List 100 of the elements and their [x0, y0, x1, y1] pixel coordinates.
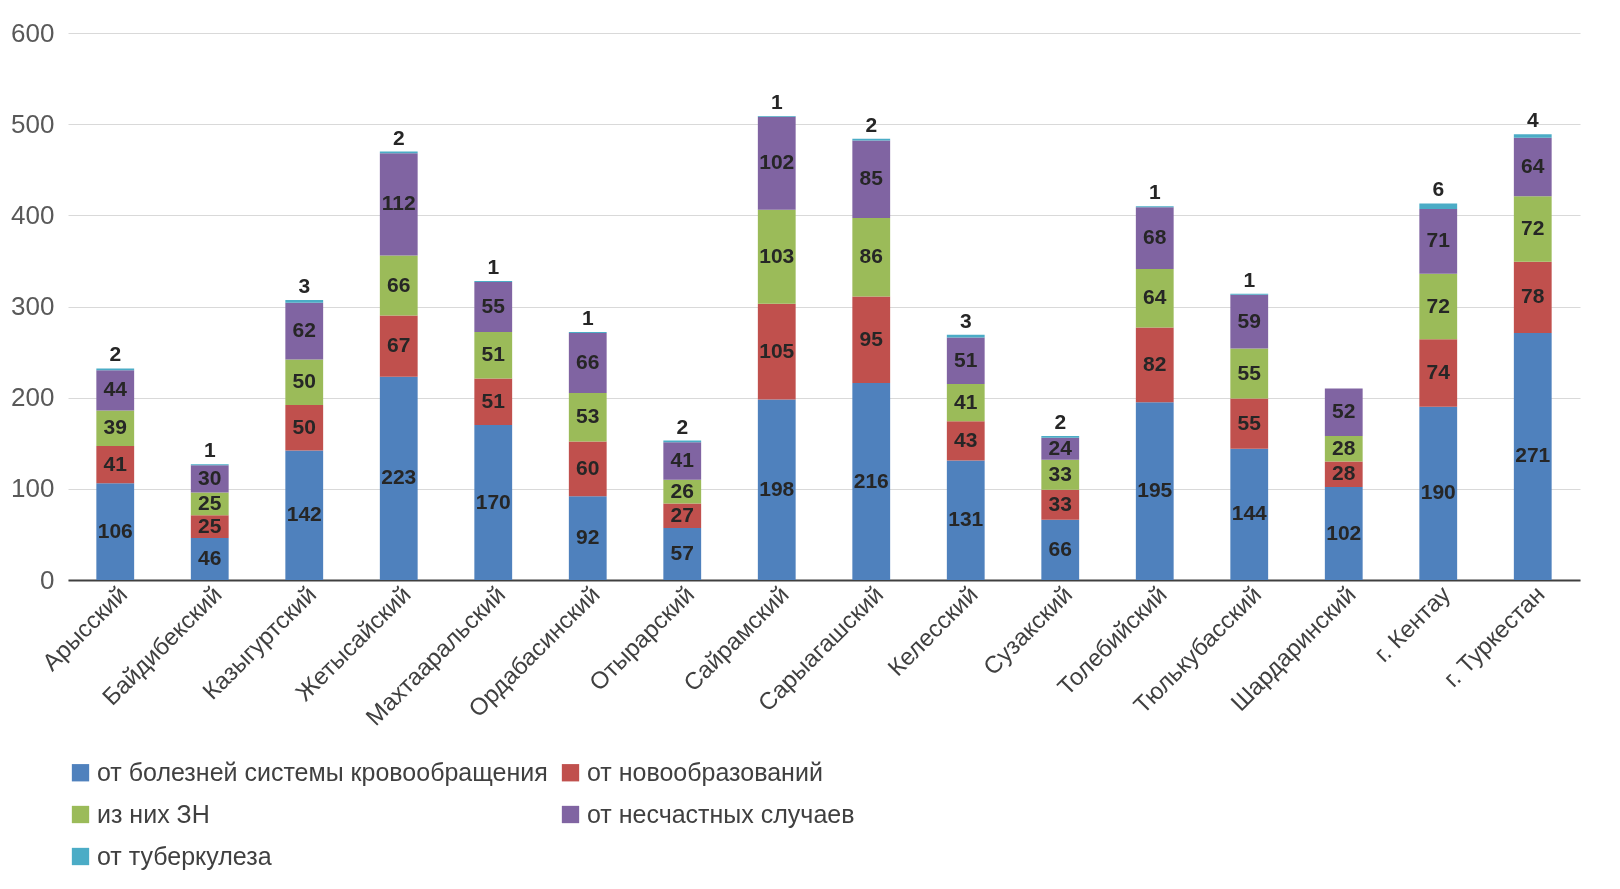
data-label: 59 [1237, 308, 1261, 332]
data-label: 72 [1426, 293, 1450, 317]
data-label: 190 [1420, 480, 1456, 504]
bar [379, 376, 418, 580]
bar [1419, 208, 1458, 274]
data-label: 66 [576, 350, 600, 374]
bar [1419, 273, 1458, 340]
bar [1324, 487, 1363, 580]
data-label: 92 [576, 525, 600, 549]
data-label: 2 [865, 112, 878, 136]
legend-label: из них ЗН [97, 799, 210, 828]
bar [852, 296, 891, 384]
bar [568, 496, 607, 580]
bar [757, 209, 796, 304]
data-label: 41 [103, 451, 128, 475]
data-label: 1 [770, 89, 783, 113]
data-label: 46 [198, 546, 222, 570]
data-label: 27 [670, 502, 694, 526]
data-label: 28 [1332, 461, 1356, 485]
data-label: 60 [576, 455, 600, 479]
bar [946, 337, 985, 384]
data-label: 43 [954, 427, 978, 451]
data-label: 68 [1143, 225, 1167, 249]
bar [1419, 339, 1458, 407]
data-label: 50 [292, 414, 316, 438]
legend-label: от несчастных случаев [587, 799, 855, 828]
bar [1419, 406, 1458, 580]
bar [1041, 519, 1080, 580]
bar [757, 116, 796, 210]
data-label: 26 [670, 478, 694, 502]
y-tick-label: 600 [11, 17, 55, 48]
bar [946, 460, 985, 580]
data-label: 1 [1243, 267, 1256, 291]
data-label: 51 [481, 388, 506, 412]
data-label: 2 [676, 414, 689, 438]
data-label: 2 [1054, 409, 1067, 433]
data-label: 74 [1426, 360, 1451, 384]
data-label: 3 [959, 308, 972, 332]
data-label: 51 [481, 342, 506, 366]
data-label: 106 [97, 518, 133, 542]
data-label: 198 [759, 476, 795, 500]
y-tick-label: 200 [11, 382, 55, 413]
bar [757, 399, 796, 580]
bar [1230, 448, 1269, 580]
data-label: 28 [1332, 435, 1356, 459]
data-label: 53 [576, 404, 600, 428]
bar [285, 300, 324, 303]
data-label: 102 [759, 150, 795, 174]
data-label: 195 [1137, 478, 1173, 502]
bar [1135, 269, 1174, 328]
data-label: 25 [198, 490, 222, 514]
data-label: 64 [1521, 154, 1545, 178]
bar [1135, 402, 1174, 580]
data-label: 2 [392, 125, 405, 149]
data-label: 25 [198, 513, 222, 537]
bar [663, 528, 702, 580]
bar [474, 425, 513, 580]
legend-label: от новообразований [587, 757, 823, 786]
data-label: 102 [1326, 520, 1362, 544]
data-label: 85 [859, 166, 884, 190]
data-label: 51 [954, 347, 978, 371]
bar [852, 383, 891, 580]
data-label: 142 [286, 502, 322, 526]
data-label: 4 [1526, 108, 1539, 132]
data-label: 41 [670, 448, 695, 472]
bar [568, 441, 607, 497]
bar [568, 332, 607, 394]
bar [96, 483, 135, 580]
data-label: 1 [1148, 180, 1161, 204]
data-label: 55 [481, 293, 506, 317]
data-label: 71 [1426, 228, 1451, 252]
bar [474, 332, 513, 379]
data-label: 86 [859, 244, 883, 268]
data-label: 223 [381, 465, 417, 489]
data-label: 41 [954, 389, 978, 413]
data-label: 1 [487, 254, 500, 278]
bar [1513, 137, 1552, 197]
data-label: 216 [853, 468, 889, 492]
data-label: 50 [292, 369, 316, 393]
data-label: 3 [298, 274, 311, 298]
data-label: 1 [581, 306, 594, 330]
y-tick-label: 100 [11, 473, 55, 504]
y-tick-label: 300 [11, 291, 55, 321]
bar [757, 303, 796, 400]
data-label: 55 [1237, 360, 1262, 384]
data-label: 144 [1231, 501, 1268, 525]
data-label: 44 [103, 377, 128, 401]
data-label: 30 [198, 465, 222, 489]
legend-label: от болезней системы кровообращения [97, 757, 548, 786]
data-label: 82 [1143, 351, 1167, 375]
data-label: 66 [1048, 536, 1072, 560]
data-label: 105 [759, 338, 795, 362]
bar [285, 450, 324, 580]
data-label: 55 [1237, 410, 1262, 434]
bar [1513, 332, 1552, 580]
data-label: 52 [1332, 399, 1356, 423]
data-label: 131 [948, 507, 984, 531]
legend-label: от туберкулеза [97, 841, 272, 870]
bar [1513, 261, 1552, 333]
data-label: 78 [1521, 284, 1545, 308]
